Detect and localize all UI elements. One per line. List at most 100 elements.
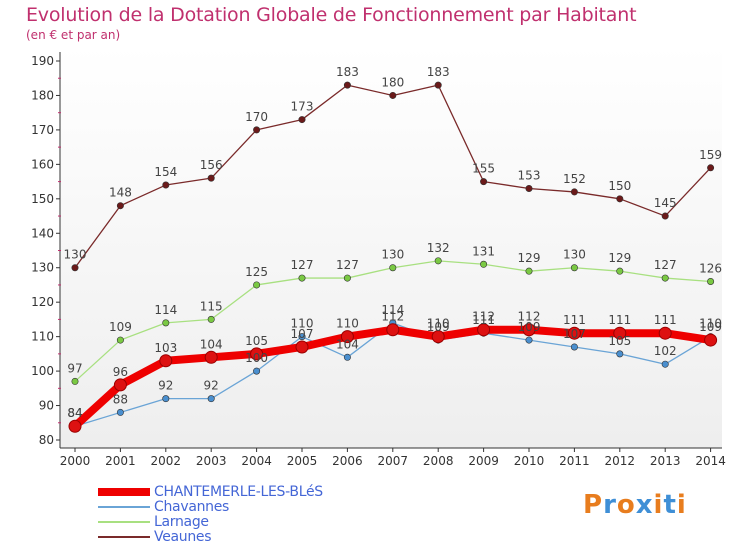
x-tick-label: 2013	[650, 454, 681, 468]
data-label: 155	[472, 162, 495, 176]
data-point	[389, 264, 397, 272]
legend-item: Chavannes	[98, 499, 323, 515]
data-label: 105	[245, 334, 268, 348]
data-point	[522, 323, 536, 337]
data-label: 148	[109, 186, 132, 200]
data-label: 111	[563, 313, 586, 327]
data-label: 156	[200, 158, 223, 172]
chart-title: Evolution de la Dotation Globale de Fonc…	[26, 4, 637, 26]
data-label: 183	[427, 65, 450, 79]
legend-label: CHANTEMERLE-LES-BLéS	[154, 483, 323, 500]
data-label: 112	[518, 310, 541, 324]
x-tick-label: 2010	[514, 454, 545, 468]
data-label: 183	[336, 65, 359, 79]
data-point	[159, 354, 173, 368]
data-point	[570, 264, 578, 272]
data-point	[343, 81, 351, 89]
data-point	[253, 281, 261, 289]
data-point	[616, 195, 624, 203]
data-label: 112	[472, 310, 495, 324]
data-label: 110	[336, 317, 359, 331]
data-label: 84	[67, 406, 82, 420]
data-label: 114	[381, 303, 404, 317]
y-tick-label: 80	[39, 433, 54, 447]
data-point	[477, 323, 491, 337]
data-point	[162, 181, 170, 189]
y-tick-label: 190	[31, 54, 54, 68]
chart-subtitle: (en € et par an)	[26, 28, 121, 42]
proxiti-logo: Proxiti	[583, 490, 687, 520]
data-point	[162, 395, 170, 403]
data-label: 153	[518, 168, 541, 182]
data-point	[658, 326, 672, 340]
data-label: 103	[154, 341, 177, 355]
data-point	[431, 330, 445, 344]
data-label: 130	[381, 248, 404, 262]
y-tick-label: 130	[31, 261, 54, 275]
data-label: 125	[245, 265, 268, 279]
data-point	[207, 395, 215, 403]
data-label: 111	[654, 313, 677, 327]
plot-background	[60, 46, 722, 448]
data-point	[389, 91, 397, 99]
x-tick-label: 2004	[241, 454, 272, 468]
data-label: 150	[608, 179, 631, 193]
logo-letter: x	[635, 490, 654, 520]
data-point	[525, 267, 533, 275]
data-point	[113, 378, 127, 392]
y-tick-label: 120	[31, 295, 54, 309]
data-point	[525, 184, 533, 192]
data-point	[434, 257, 442, 265]
data-point	[116, 336, 124, 344]
y-tick-label: 140	[31, 226, 54, 240]
logo-letter: r	[603, 490, 617, 520]
data-label: 115	[200, 299, 223, 313]
logo-letter: P	[583, 490, 604, 520]
data-point	[204, 350, 218, 364]
data-label: 96	[113, 365, 128, 379]
x-tick-label: 2012	[605, 454, 636, 468]
data-label: 129	[608, 251, 631, 265]
data-label: 159	[699, 148, 722, 162]
legend-swatch	[98, 535, 150, 538]
legend-label: Veaunes	[154, 528, 212, 545]
data-point	[480, 178, 488, 186]
legend-swatch	[98, 505, 150, 508]
data-point	[295, 340, 309, 354]
y-tick-label: 160	[31, 157, 54, 171]
logo-letter: o	[616, 490, 636, 520]
data-label: 130	[64, 248, 87, 262]
data-point	[298, 333, 306, 341]
data-point	[71, 377, 79, 385]
data-point	[298, 274, 306, 282]
data-point	[253, 126, 261, 134]
y-tick-label: 90	[39, 399, 54, 413]
data-point	[340, 330, 354, 344]
data-label: 131	[472, 244, 495, 258]
data-label: 180	[381, 75, 404, 89]
x-tick-label: 2011	[559, 454, 590, 468]
x-tick-label: 2006	[332, 454, 363, 468]
data-point	[661, 274, 669, 282]
data-label: 130	[563, 248, 586, 262]
data-point	[616, 267, 624, 275]
data-label: 102	[654, 344, 677, 358]
legend: CHANTEMERLE-LES-BLéS Chavannes Larnage Veau…	[98, 483, 323, 545]
data-label: 154	[154, 165, 177, 179]
data-point	[661, 360, 669, 368]
y-tick-label: 150	[31, 192, 54, 206]
data-point	[116, 202, 124, 210]
data-label: 126	[699, 262, 722, 276]
legend-swatch	[98, 520, 150, 523]
x-tick-label: 2005	[287, 454, 318, 468]
data-label: 92	[204, 379, 219, 393]
logo-letter: t	[663, 490, 677, 520]
legend-item: CHANTEMERLE-LES-BLéS	[98, 483, 323, 500]
y-tick-label: 110	[31, 330, 54, 344]
x-tick-label: 2001	[105, 454, 136, 468]
data-label: 110	[427, 317, 450, 331]
data-point	[525, 336, 533, 344]
data-label: 145	[654, 196, 677, 210]
data-label: 127	[654, 258, 677, 272]
